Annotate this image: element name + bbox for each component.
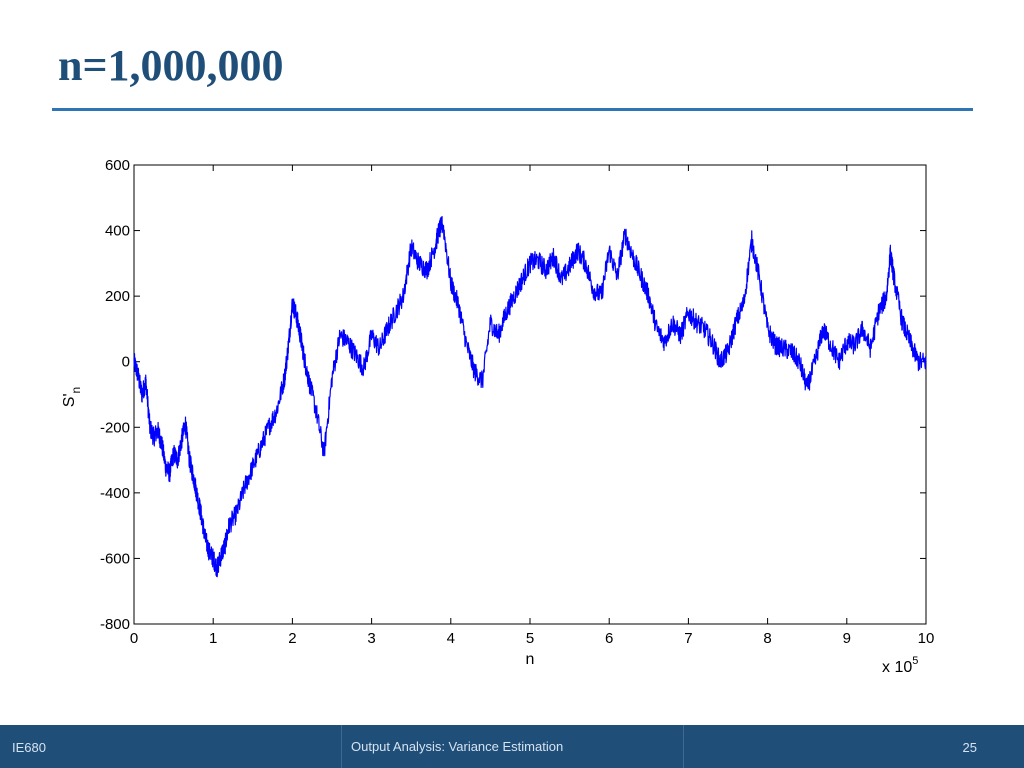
x-axis-multiplier-exponent: 5 bbox=[912, 655, 918, 667]
svg-text:S'n: S'n bbox=[61, 387, 83, 407]
footer-topic-label: Output Analysis: Variance Estimation bbox=[351, 739, 564, 754]
x-tick-label: 7 bbox=[684, 630, 692, 647]
x-tick-label: 8 bbox=[763, 630, 771, 647]
series-line bbox=[133, 215, 927, 578]
y-axis-label-subscript: n bbox=[69, 387, 83, 394]
x-axis-multiplier-base: x 10 bbox=[882, 659, 912, 676]
x-tick-label: 0 bbox=[130, 630, 138, 647]
slide-footer: IE680 Output Analysis: Variance Estimati… bbox=[0, 725, 1024, 768]
title-divider bbox=[52, 108, 973, 111]
y-axis-label: S'n bbox=[61, 387, 83, 407]
series-layer bbox=[133, 215, 927, 578]
x-tick-label: 5 bbox=[526, 630, 534, 647]
footer-divider-right bbox=[683, 725, 684, 768]
y-tick-label: 600 bbox=[105, 157, 130, 174]
x-tick-label: 2 bbox=[288, 630, 296, 647]
footer-course-label: IE680 bbox=[12, 740, 46, 755]
x-tick-label: 3 bbox=[367, 630, 375, 647]
y-tick-label: -200 bbox=[100, 419, 130, 436]
page-number: 25 bbox=[962, 740, 977, 755]
line-chart: 0 1 2 3 4 5 6 7 8 9 10 6004002000-200-400-600-800 … bbox=[61, 157, 935, 676]
x-axis-ticks: 0 1 2 3 4 5 6 7 8 9 10 bbox=[130, 165, 935, 647]
y-tick-label: 400 bbox=[105, 223, 130, 240]
x-tick-label: 4 bbox=[447, 630, 455, 647]
x-tick-label: 6 bbox=[605, 630, 613, 647]
plot-area bbox=[133, 164, 927, 625]
x-axis-label: n bbox=[526, 651, 535, 668]
y-tick-label: -600 bbox=[100, 550, 130, 567]
y-axis-label-main: S' bbox=[61, 393, 78, 407]
x-tick-label: 9 bbox=[843, 630, 851, 647]
x-tick-label: 10 bbox=[918, 630, 935, 647]
y-tick-label: -400 bbox=[100, 485, 130, 502]
slide-title: n=1,000,000 bbox=[58, 41, 284, 90]
y-tick-label: -800 bbox=[100, 616, 130, 633]
x-axis-multiplier: x 105 bbox=[882, 655, 918, 676]
y-tick-label: 0 bbox=[122, 354, 130, 371]
y-axis-ticks: 600 400 200 0 -200 -400 -600 -800 bbox=[100, 157, 926, 633]
y-tick-label: 200 bbox=[105, 288, 130, 305]
footer-divider-left bbox=[341, 725, 342, 768]
x-tick-label: 1 bbox=[209, 630, 217, 647]
